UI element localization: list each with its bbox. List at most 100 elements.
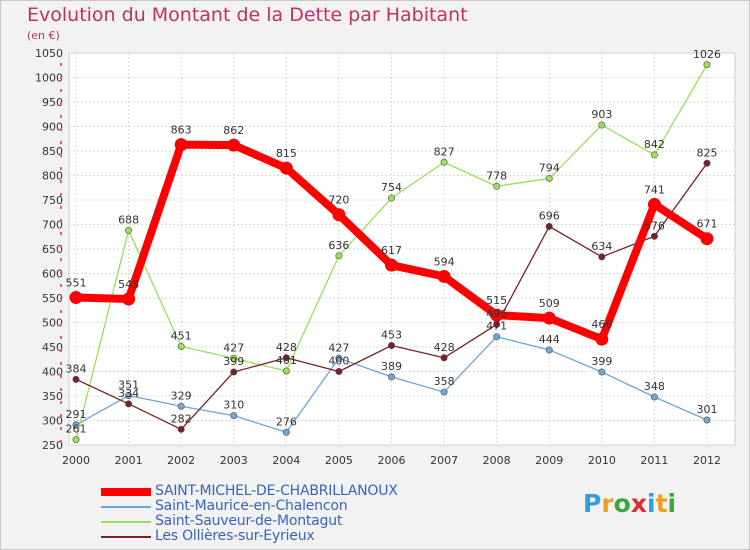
data-label: 548: [118, 278, 139, 291]
brand-letter: i: [667, 489, 677, 518]
data-point: [230, 412, 238, 420]
data-label: 551: [66, 277, 87, 290]
data-point: [703, 61, 711, 69]
data-point: [545, 346, 553, 354]
data-label: 301: [697, 403, 718, 416]
legend-swatch: [101, 488, 151, 496]
data-label: 334: [118, 387, 139, 400]
y-tick-label: 1050: [35, 47, 63, 60]
data-point: [332, 208, 346, 222]
x-tick-label: 2007: [430, 454, 458, 467]
x-tick-label: 2002: [167, 454, 195, 467]
y-tick-label: 700: [42, 219, 63, 232]
data-point: [72, 375, 80, 383]
data-label: 451: [171, 330, 192, 343]
data-label: 515: [486, 294, 507, 307]
y-tick-label: 600: [42, 268, 63, 281]
x-tick-label: 2000: [62, 454, 90, 467]
data-point: [700, 232, 714, 246]
data-point: [177, 425, 185, 433]
data-point: [440, 354, 448, 362]
y-tick-label: 800: [42, 170, 63, 183]
data-point: [125, 226, 133, 234]
chart-title: Evolution du Montant de la Dette par Hab…: [27, 4, 468, 26]
y-tick-label: 500: [42, 317, 63, 330]
data-point: [650, 151, 658, 159]
brand-letter: i: [647, 489, 656, 518]
y-tick-label: 750: [42, 194, 63, 207]
data-label: 351: [118, 379, 139, 392]
data-label: 399: [591, 355, 612, 368]
data-label: 384: [66, 362, 87, 375]
data-point: [282, 354, 290, 362]
legend-swatch: [101, 521, 151, 523]
data-label: 348: [644, 380, 665, 393]
data-point: [335, 367, 343, 375]
data-label: 903: [591, 108, 612, 121]
data-point: [598, 121, 606, 129]
data-label: 720: [328, 194, 349, 207]
data-label: 427: [328, 341, 349, 354]
data-label: 389: [381, 360, 402, 373]
data-label: 671: [697, 218, 718, 231]
x-tick-label: 2011: [640, 454, 668, 467]
x-tick-label: 2009: [535, 454, 563, 467]
data-point: [125, 392, 133, 400]
legend-swatch: [101, 506, 151, 508]
x-tick-label: 2004: [272, 454, 300, 467]
data-point: [650, 393, 658, 401]
legend-label: Saint-Maurice-en-Chalencon: [155, 498, 348, 514]
data-label: 594: [434, 255, 455, 268]
data-label: 741: [644, 183, 665, 196]
x-tick-label: 2005: [325, 454, 353, 467]
data-point: [598, 368, 606, 376]
data-label: 825: [697, 146, 718, 159]
data-point: [440, 388, 448, 396]
x-tick-label: 2012: [693, 454, 721, 467]
data-label: 444: [539, 333, 560, 346]
data-point: [174, 138, 188, 152]
y-tick-label: 550: [42, 292, 63, 305]
data-label: 261: [66, 423, 87, 436]
data-label: 688: [118, 213, 139, 226]
data-label: 1026: [693, 48, 721, 61]
data-label: 676: [644, 219, 665, 232]
data-point: [72, 436, 80, 444]
legend-label: Les Ollières-sur-Eyrieux: [155, 528, 315, 544]
data-label: 399: [223, 355, 244, 368]
data-label: 863: [171, 124, 192, 137]
data-label: 329: [171, 389, 192, 402]
data-point: [125, 400, 133, 408]
data-label: 827: [434, 145, 455, 158]
data-label: 842: [644, 138, 665, 151]
data-point: [279, 161, 293, 175]
data-point: [227, 138, 241, 152]
y-tick-label: 950: [42, 96, 63, 109]
y-tick-label: 1000: [35, 72, 63, 85]
data-point: [493, 333, 501, 341]
data-point: [282, 367, 290, 375]
legend-label: Saint-Sauveur-de-Montagut: [155, 513, 343, 529]
data-point: [440, 158, 448, 166]
data-label: 794: [539, 161, 560, 174]
brand-logo: Proxiti: [583, 489, 676, 518]
data-point: [335, 354, 343, 362]
legend-label: SAINT-MICHEL-DE-CHABRILLANOUX: [155, 483, 398, 499]
data-point: [437, 269, 451, 283]
data-point: [387, 194, 395, 202]
data-label: 276: [276, 415, 297, 428]
data-point: [595, 332, 609, 346]
data-point: [385, 258, 398, 272]
x-tick-label: 2001: [115, 454, 143, 467]
y-tick-label: 900: [42, 121, 63, 134]
data-label: 509: [539, 297, 560, 310]
data-label: 428: [434, 341, 455, 354]
data-label: 400: [328, 355, 349, 368]
data-label: 862: [223, 124, 244, 137]
data-label: 401: [276, 354, 297, 367]
data-label: 310: [223, 399, 244, 412]
brand-letter: r: [601, 489, 614, 518]
data-point: [387, 342, 395, 350]
x-tick-label: 2008: [483, 454, 511, 467]
legend-swatch: [101, 536, 151, 538]
